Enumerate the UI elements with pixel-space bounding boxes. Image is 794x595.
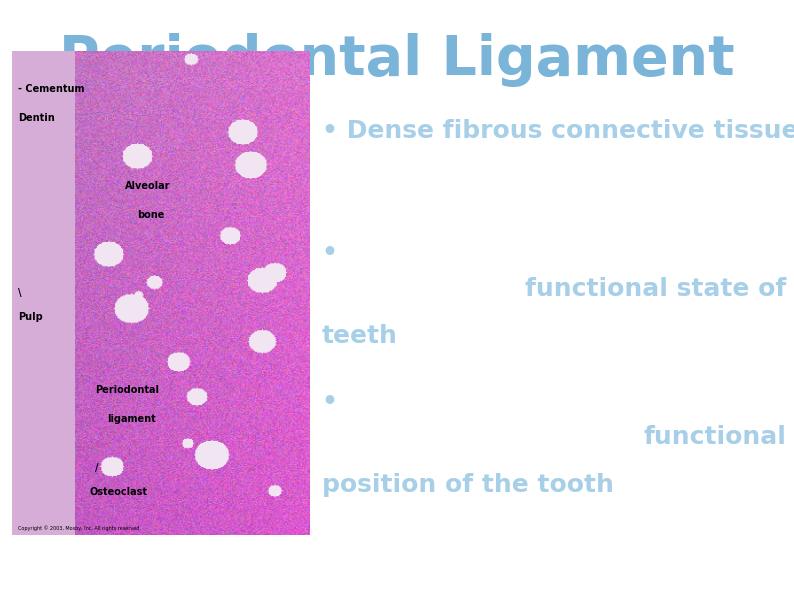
Text: teeth: teeth — [322, 324, 398, 348]
Text: /: / — [95, 462, 98, 472]
Text: Periodontal: Periodontal — [95, 385, 160, 395]
Text: position of the tooth: position of the tooth — [322, 473, 614, 497]
Text: Periodontal Ligament: Periodontal Ligament — [60, 33, 734, 87]
Text: Pulp: Pulp — [18, 312, 43, 322]
Text: Alveolar: Alveolar — [125, 181, 171, 192]
Text: •: • — [322, 241, 337, 265]
Text: \: \ — [18, 288, 21, 298]
Text: bone: bone — [137, 211, 164, 221]
Text: Osteoclast: Osteoclast — [89, 487, 148, 497]
Text: Dentin: Dentin — [18, 114, 55, 124]
Text: ligament: ligament — [107, 414, 156, 424]
Text: - Cementum: - Cementum — [18, 84, 84, 95]
Text: •: • — [322, 390, 337, 414]
Text: • Dense fibrous connective tissue: • Dense fibrous connective tissue — [322, 119, 794, 143]
Text: functional: functional — [643, 425, 786, 449]
Text: Copyright © 2003, Mosby, Inc. All rights reserved.: Copyright © 2003, Mosby, Inc. All rights… — [18, 525, 141, 531]
Text: functional state of: functional state of — [525, 277, 786, 300]
